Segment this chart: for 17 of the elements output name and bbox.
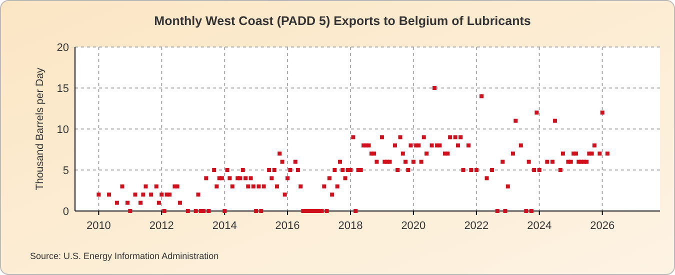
x-tick-label: 2014 bbox=[212, 220, 237, 232]
x-tick-label: 2020 bbox=[401, 220, 426, 232]
chart-title: Monthly West Coast (PADD 5) Exports to Belgium of Lubricants bbox=[154, 14, 531, 28]
y-tick-label: 20 bbox=[56, 42, 69, 54]
y-tick-label: 15 bbox=[56, 82, 69, 95]
x-tick-label: 2024 bbox=[527, 220, 552, 232]
y-axis-title: Thousand Barrels per Day bbox=[34, 66, 46, 190]
y-tick-label: 0 bbox=[62, 206, 69, 218]
x-tick-label: 2026 bbox=[590, 220, 615, 232]
y-tick-label: 5 bbox=[62, 164, 69, 177]
x-tick-label: 2012 bbox=[149, 220, 174, 232]
y-tick-label: 10 bbox=[56, 124, 69, 136]
x-tick-label: 2010 bbox=[86, 220, 111, 232]
source-note: Source: U.S. Energy Information Administration bbox=[30, 251, 219, 261]
x-tick-label: 2018 bbox=[338, 220, 363, 232]
x-tick-label: 2022 bbox=[464, 220, 489, 232]
x-tick-label: 2016 bbox=[275, 220, 300, 232]
